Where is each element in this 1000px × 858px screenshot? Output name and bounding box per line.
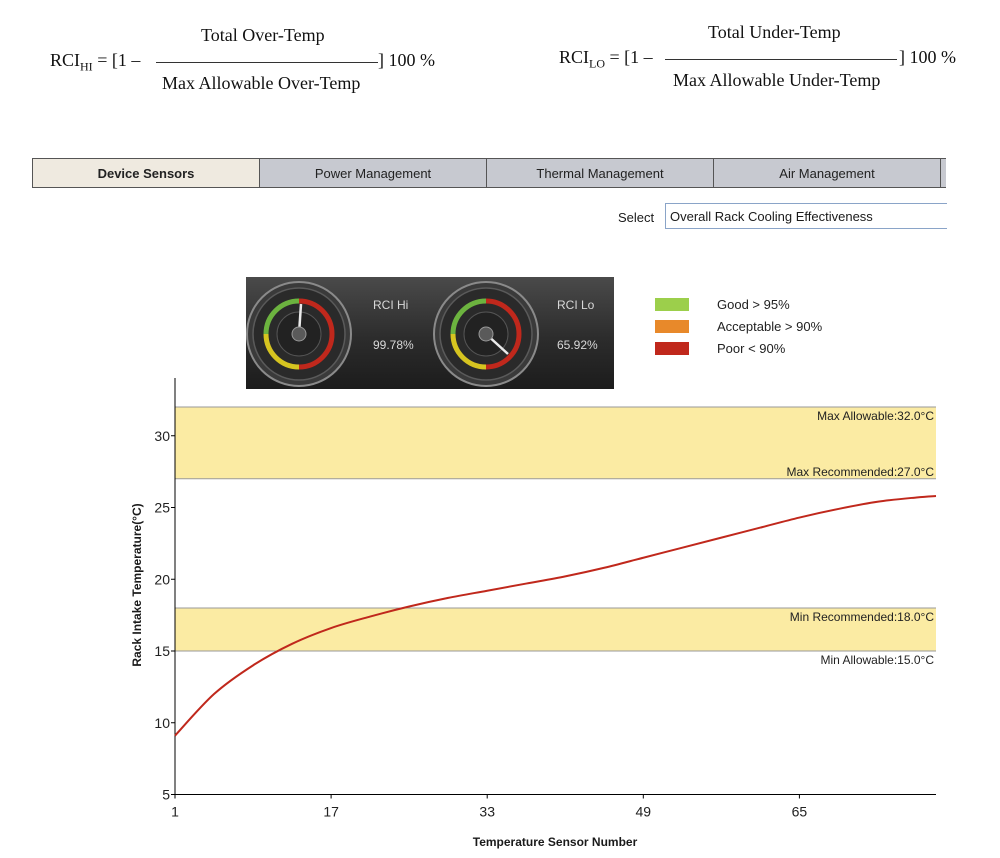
- y-tick-label-25: 25: [154, 500, 170, 516]
- legend-swatch-good: [655, 297, 689, 311]
- rci-hi-numerator: Total Over-Temp: [201, 25, 325, 45]
- tab-air-management[interactable]: Air Management: [713, 158, 941, 188]
- rci-lo-denominator: Max Allowable Under-Temp: [673, 70, 881, 90]
- y-tick-label-30: 30: [154, 428, 170, 444]
- rci-hi-symbol: RCI: [50, 50, 81, 70]
- legend-item-acceptable: Acceptable > 90%: [655, 315, 822, 337]
- legend-swatch-acceptable: [655, 319, 689, 333]
- legend-label-poor: Poor < 90%: [717, 340, 786, 356]
- legend-item-good: Good > 95%: [655, 293, 822, 315]
- x-tick-label-17: 17: [323, 804, 339, 820]
- legend-swatch-poor: [655, 341, 689, 355]
- x-tick-label-49: 49: [636, 804, 652, 820]
- rci-lo-value: 65.92%: [557, 338, 598, 352]
- rci-hi-value: 99.78%: [373, 338, 414, 352]
- threshold-label-3: Min Allowable:15.0°C: [820, 653, 934, 667]
- select-label: Select: [618, 210, 655, 225]
- rci-hi-gauge: [246, 281, 352, 387]
- rci-legend: Good > 95% Acceptable > 90% Poor < 90%: [655, 293, 822, 359]
- rci-lo-label: RCI Lo: [557, 298, 595, 312]
- tab-overflow-edge: [940, 158, 946, 188]
- rci-hi-lhs: RCIHI = [1 –: [50, 50, 140, 75]
- rci-hi-bracket: = [1 –: [92, 50, 141, 70]
- threshold-label-2: Min Recommended:18.0°C: [790, 610, 935, 624]
- tab-bar: Device Sensors Power Management Thermal …: [32, 158, 946, 188]
- gauge-panel: RCI Hi 99.78% RCI Lo 65.92%: [246, 277, 614, 389]
- rci-hi-fraction-bar: [156, 62, 378, 63]
- rci-lo-gauge: [433, 281, 539, 387]
- y-tick-label-15: 15: [154, 643, 170, 659]
- rci-lo-lhs: RCILO = [1 –: [559, 47, 653, 72]
- band-0: [175, 407, 936, 479]
- y-tick-label-5: 5: [162, 787, 170, 803]
- rack-intake-temperature-chart: Max Allowable:32.0°C Max Recommended:27.0…: [154, 378, 937, 820]
- rci-hi-tail: ] 100 %: [378, 50, 435, 70]
- x-tick-label-1: 1: [171, 804, 179, 820]
- gauge-graphics: [246, 281, 539, 387]
- rci-lo-subscript: LO: [589, 56, 606, 71]
- threshold-label-1: Max Recommended:27.0°C: [786, 465, 934, 479]
- legend-label-good: Good > 95%: [717, 296, 790, 312]
- rci-hi-label: RCI Hi: [373, 298, 409, 312]
- tab-thermal-management[interactable]: Thermal Management: [486, 158, 714, 188]
- rci-lo-fraction-bar: [665, 59, 897, 60]
- rci-lo-numerator: Total Under-Temp: [708, 22, 841, 42]
- tab-power-management[interactable]: Power Management: [259, 158, 487, 188]
- legend-label-acceptable: Acceptable > 90%: [717, 318, 823, 334]
- y-tick-label-10: 10: [154, 715, 170, 731]
- y-tick-label-20: 20: [154, 571, 170, 587]
- rci-hi-denominator: Max Allowable Over-Temp: [162, 73, 361, 93]
- metric-select[interactable]: Overall Rack Cooling Effectiveness: [665, 203, 947, 229]
- x-tick-label-65: 65: [792, 804, 808, 820]
- rci-lo-symbol: RCI: [559, 47, 590, 67]
- rci-lo-tail: ] 100 %: [899, 47, 956, 67]
- legend-item-poor: Poor < 90%: [655, 337, 822, 359]
- rci-hi-subscript: HI: [80, 59, 93, 74]
- threshold-label-0: Max Allowable:32.0°C: [817, 409, 934, 423]
- x-tick-label-33: 33: [479, 804, 495, 820]
- tab-device-sensors[interactable]: Device Sensors: [32, 158, 260, 188]
- x-axis-title: Temperature Sensor Number: [472, 835, 638, 849]
- band-1: [175, 607, 936, 651]
- rci-lo-bracket: = [1 –: [605, 47, 653, 67]
- y-axis-title: Rack Intake Temperature(°C): [130, 503, 144, 667]
